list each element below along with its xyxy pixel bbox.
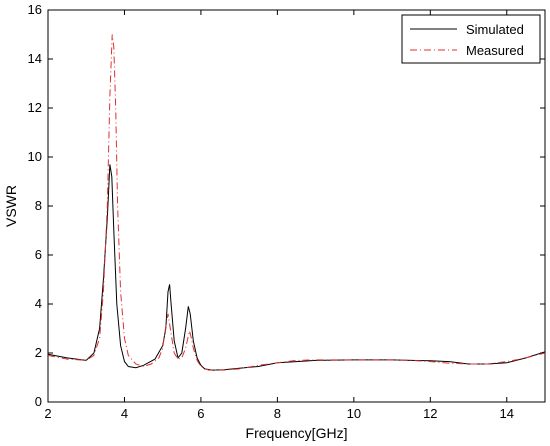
x-tick-label: 8 xyxy=(274,406,281,421)
y-tick-label: 8 xyxy=(35,198,42,213)
x-tick-label: 2 xyxy=(44,406,51,421)
legend-label-measured: Measured xyxy=(466,43,524,58)
y-tick-label: 14 xyxy=(28,51,42,66)
y-tick-label: 2 xyxy=(35,345,42,360)
y-tick-label: 16 xyxy=(28,2,42,17)
x-tick-label: 10 xyxy=(347,406,361,421)
x-axis-label: Frequency[GHz] xyxy=(246,425,348,441)
y-axis-label: VSWR xyxy=(3,185,19,227)
y-tick-label: 10 xyxy=(28,149,42,164)
x-tick-label: 4 xyxy=(121,406,128,421)
y-tick-label: 4 xyxy=(35,296,42,311)
legend-box xyxy=(401,14,541,64)
x-tick-label: 6 xyxy=(197,406,204,421)
series-layer xyxy=(47,34,546,371)
plot-area xyxy=(47,9,546,403)
y-tick-label: 0 xyxy=(35,394,42,409)
legend-label-simulated: Simulated xyxy=(466,22,524,37)
series-line-measured xyxy=(47,34,546,371)
legend: Simulated Measured xyxy=(401,14,541,64)
y-tick-label: 6 xyxy=(35,247,42,262)
y-tick-label: 12 xyxy=(28,100,42,115)
x-tick-label: 12 xyxy=(423,406,437,421)
x-tick-label: 14 xyxy=(500,406,514,421)
